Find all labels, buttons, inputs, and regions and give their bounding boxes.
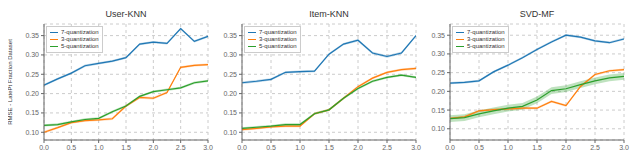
svg-text:3.0: 3.0 <box>203 144 213 151</box>
svg-text:0.25: 0.25 <box>431 69 445 76</box>
html-text:5-quantization: 5-quantization <box>467 43 505 49</box>
html-text:3-quantization: 3-quantization <box>259 36 297 42</box>
svg-text:0.20: 0.20 <box>431 88 445 95</box>
svg-text:0.35: 0.35 <box>431 32 445 39</box>
svg-text:0.5: 0.5 <box>66 144 76 151</box>
svg-text:2.0: 2.0 <box>353 144 363 151</box>
svg-text:0.15: 0.15 <box>431 107 445 114</box>
svg-text:0.20: 0.20 <box>25 90 39 97</box>
svg-text:0.10: 0.10 <box>25 129 39 136</box>
svg-text:3.0: 3.0 <box>411 144 421 151</box>
svg-text:1.0: 1.0 <box>295 144 305 151</box>
html-text:7-quantization: 7-quantization <box>259 29 297 35</box>
html-text:7-quantization: 7-quantization <box>467 29 505 35</box>
svg-text:0.10: 0.10 <box>431 125 445 132</box>
svg-text:2.5: 2.5 <box>176 144 186 151</box>
svg-text:0.25: 0.25 <box>25 71 39 78</box>
html-text:SVD-MF: SVD-MF <box>519 9 555 19</box>
svg-text:0.25: 0.25 <box>223 71 237 78</box>
svg-text:1.0: 1.0 <box>94 144 104 151</box>
svg-text:2.0: 2.0 <box>148 144 158 151</box>
html-text:Item-KNN: Item-KNN <box>309 9 349 19</box>
svg-text:0.30: 0.30 <box>431 50 445 57</box>
svg-text:0.0: 0.0 <box>39 144 49 151</box>
svg-text:0.5: 0.5 <box>266 144 276 151</box>
html-text:5-quantization: 5-quantization <box>61 43 99 49</box>
svg-text:0.35: 0.35 <box>25 32 39 39</box>
svg-text:0.15: 0.15 <box>25 109 39 116</box>
svg-text:0.0: 0.0 <box>237 144 247 151</box>
svg-text:2.0: 2.0 <box>561 144 571 151</box>
html-text:3-quantization: 3-quantization <box>467 36 505 42</box>
svg-text:0.20: 0.20 <box>223 90 237 97</box>
svg-text:2.5: 2.5 <box>590 144 600 151</box>
svg-text:0.15: 0.15 <box>223 109 237 116</box>
svg-text:1.5: 1.5 <box>532 144 542 151</box>
html-text:User-KNN: User-KNN <box>105 9 147 19</box>
svg-text:0.0: 0.0 <box>445 144 455 151</box>
html-text:5-quantization: 5-quantization <box>259 43 297 49</box>
svg-text:1.5: 1.5 <box>121 144 131 151</box>
svg-text:0.10: 0.10 <box>223 129 237 136</box>
svg-text:1.5: 1.5 <box>324 144 334 151</box>
svg-text:0.30: 0.30 <box>223 51 237 58</box>
svg-text:0.30: 0.30 <box>25 51 39 58</box>
svg-text:3.0: 3.0 <box>619 144 629 151</box>
html-text:7-quantization: 7-quantization <box>61 29 99 35</box>
svg-text:0.5: 0.5 <box>474 144 484 151</box>
svg-text:0.35: 0.35 <box>223 32 237 39</box>
svg-text:RMSE - LatePt Fraction Dataset: RMSE - LatePt Fraction Dataset <box>8 39 13 125</box>
svg-text:2.5: 2.5 <box>382 144 392 151</box>
html-text:3-quantization: 3-quantization <box>61 36 99 42</box>
svg-text:1.0: 1.0 <box>503 144 513 151</box>
